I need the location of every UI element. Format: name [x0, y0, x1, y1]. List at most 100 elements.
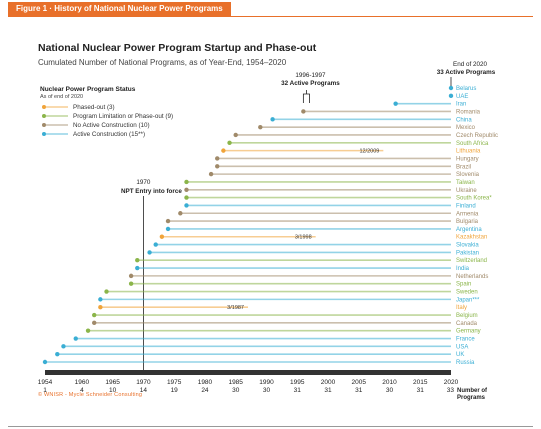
- axis-count-label: 10: [109, 387, 117, 394]
- country-start-dot: [104, 289, 109, 294]
- country-start-dot: [184, 187, 189, 192]
- country-start-dot: [215, 164, 220, 169]
- country-label: Slovakia: [456, 243, 479, 249]
- country-label: Sweden: [456, 290, 478, 296]
- npt-label: NPT Entry into force: [121, 188, 182, 195]
- country-label: Spain: [456, 282, 471, 288]
- axis-year-label: 1970: [136, 379, 151, 386]
- country-start-dot: [184, 179, 189, 185]
- axis-count-label: 31: [294, 387, 302, 394]
- country-label: USA: [456, 344, 468, 350]
- legend-dot: [42, 114, 46, 118]
- country-label: UK: [456, 352, 464, 358]
- axis-year-label: 2010: [382, 379, 397, 386]
- axis-count-label: 31: [355, 387, 363, 394]
- legend-label: Active Construction (15**): [73, 131, 145, 138]
- axis-year-label: 1985: [228, 379, 243, 386]
- country-label: Pakistan: [456, 250, 479, 256]
- country-start-dot: [270, 117, 275, 122]
- axis-year-label: 2015: [413, 379, 428, 386]
- country-label: China: [456, 117, 472, 123]
- axis-count-label: 30: [386, 387, 394, 394]
- country-label: Finland: [456, 203, 476, 209]
- legend-subtitle: As of end of 2020: [40, 94, 83, 100]
- country-label: Belarus: [456, 86, 476, 92]
- country-start-dot: [61, 344, 66, 349]
- axis-count-label: 33: [447, 387, 455, 394]
- country-start-dot: [135, 265, 140, 271]
- axis-year-label: 1995: [290, 379, 305, 386]
- phaseout-date-label: 3/1987: [227, 305, 244, 311]
- axis-count-label: 4: [80, 387, 84, 394]
- country-label: Russia: [456, 360, 475, 366]
- axis-count-label: 30: [263, 387, 271, 394]
- country-label: Germany: [456, 329, 481, 335]
- country-label: Switzerland: [456, 258, 487, 264]
- country-start-dot: [258, 124, 263, 130]
- country-label: Armenia: [456, 211, 479, 217]
- country-start-dot: [73, 336, 78, 341]
- country-start-dot: [153, 242, 158, 247]
- npt-year-label: 1970: [136, 179, 151, 186]
- country-start-dot: [55, 351, 60, 357]
- legend-dot: [42, 123, 46, 127]
- country-label: UAE: [456, 94, 468, 100]
- country-start-dot: [165, 218, 171, 224]
- legend-dot: [42, 132, 46, 136]
- country-start-dot: [128, 273, 134, 279]
- axis-year-label: 1965: [105, 379, 120, 386]
- axis-year-label: 1980: [198, 379, 213, 386]
- country-start-dot: [448, 85, 454, 91]
- axis-count-label: 19: [171, 387, 179, 394]
- country-start-dot: [98, 297, 103, 302]
- country-label: Kazakhstan: [456, 235, 487, 241]
- country-label: Slovenia: [456, 172, 480, 178]
- country-label: Italy: [456, 305, 467, 311]
- chart-subtitle: Cumulated Number of National Programs, a…: [38, 58, 287, 67]
- country-label: Hungary: [456, 156, 479, 162]
- axis-year-label: 1960: [75, 379, 90, 386]
- country-label: Romania: [456, 109, 481, 115]
- chart-title: National Nuclear Power Program Startup a…: [38, 42, 317, 54]
- country-label: Belgium: [456, 313, 478, 319]
- country-label: Mexico: [456, 125, 476, 131]
- legend-label: No Active Construction (10): [73, 122, 150, 129]
- header-rule: [8, 16, 533, 17]
- axis-year-label: 2005: [351, 379, 366, 386]
- country-start-dot: [393, 101, 398, 106]
- country-start-dot: [448, 93, 454, 99]
- country-start-dot: [159, 234, 165, 239]
- country-label: Brazil: [456, 164, 471, 170]
- peak-bracket: [302, 93, 310, 103]
- end-label: 33 Active Programs: [437, 69, 496, 76]
- peak-years-label: 1996-1997: [295, 72, 326, 79]
- axis-count-label: 30: [232, 387, 240, 394]
- country-start-dot: [301, 109, 306, 114]
- country-label: Lithuania: [456, 149, 481, 155]
- country-label: South Africa: [456, 141, 489, 147]
- axis-count-label: 31: [324, 387, 332, 394]
- country-start-dot: [178, 211, 183, 216]
- country-start-dot: [215, 156, 220, 161]
- country-label: Czech Republic: [456, 133, 498, 139]
- axis-count-label: 14: [140, 387, 148, 394]
- country-start-dot: [92, 320, 97, 326]
- country-label: South Korea*: [456, 196, 492, 202]
- phaseout-date-label: 3/1998: [295, 235, 312, 241]
- legend-label: Program Limitation or Phase-out (9): [73, 113, 173, 120]
- axis-year-label: 1975: [167, 379, 182, 386]
- axis-year-label: 1954: [38, 379, 53, 386]
- country-label: Bulgaria: [456, 219, 479, 225]
- bottom-rule: [8, 426, 533, 427]
- axis-year-label: 1990: [259, 379, 274, 386]
- legend-label: Phased-out (3): [73, 104, 115, 111]
- country-start-dot: [227, 140, 232, 145]
- country-start-dot: [208, 171, 214, 177]
- end-year-label: End of 2020: [453, 61, 487, 68]
- country-start-dot: [98, 305, 103, 310]
- country-start-dot: [184, 195, 189, 200]
- country-start-dot: [135, 258, 140, 263]
- country-label: Japan***: [456, 297, 480, 303]
- country-label: Canada: [456, 321, 478, 327]
- country-start-dot: [85, 328, 91, 333]
